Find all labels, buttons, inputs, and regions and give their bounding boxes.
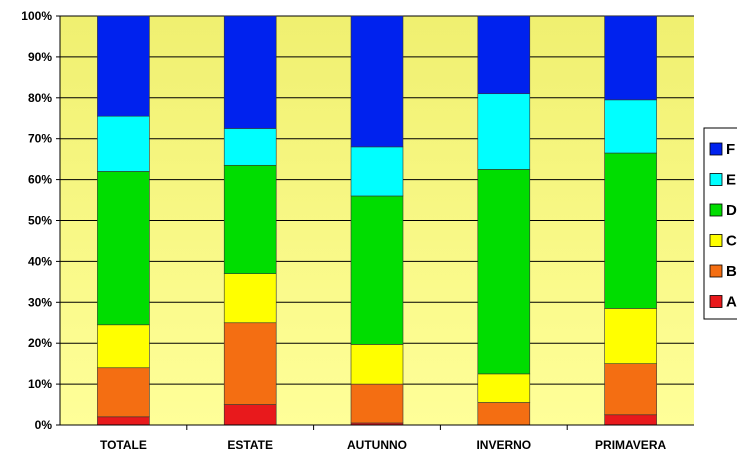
y-tick-label: 50%: [28, 214, 52, 228]
bar-segment-e: [223, 128, 277, 166]
y-tick-label: 90%: [28, 50, 52, 64]
bar-segment-e: [97, 115, 150, 172]
legend-swatch-c: [709, 234, 723, 247]
bar-segment-d: [604, 152, 657, 309]
bar-segment-b: [97, 367, 150, 418]
legend-label-b: B: [726, 263, 737, 280]
legend-label-d: D: [726, 202, 737, 219]
bar-segment-e: [477, 93, 531, 170]
legend-swatch-b: [709, 264, 723, 278]
bar-segment-f: [604, 15, 657, 101]
legend-swatch-a: [709, 295, 723, 308]
y-tick-label: 10%: [28, 377, 52, 391]
x-tick-labels: TOTALE ESTATE AUTUNNO INVERNO PRIMAVERA: [100, 425, 666, 452]
bar-segment-b: [350, 383, 404, 424]
legend-label-e: E: [726, 172, 736, 189]
legend-label-c: C: [726, 233, 737, 250]
y-tick-label: 40%: [28, 254, 52, 268]
bar-segment-e: [350, 146, 404, 197]
bar-segment-d: [477, 169, 531, 375]
bar-segment-c: [604, 308, 657, 364]
legend-swatch-f: [709, 142, 723, 156]
bar-segment-d: [350, 195, 404, 345]
legend-swatch-e: [709, 173, 723, 186]
legend-box: [703, 127, 737, 320]
bar-segment-c: [350, 344, 404, 385]
bar-segment-b: [477, 402, 531, 426]
y-tick-label: 20%: [28, 336, 52, 350]
legend-label-a: A: [726, 294, 737, 311]
bars: [97, 15, 657, 426]
bar-segment-c: [97, 324, 150, 369]
bar-segment-d: [223, 164, 277, 274]
bar-segment-f: [350, 15, 404, 148]
bar-segment-d: [97, 171, 150, 326]
y-tick-label: 70%: [28, 132, 52, 146]
y-tick-label: 80%: [28, 91, 52, 105]
bar-segment-f: [477, 15, 531, 95]
bar-segment-b: [223, 322, 277, 405]
legend-label-f: F: [726, 141, 735, 158]
legend-swatch-d: [709, 203, 723, 217]
y-tick-label: 100%: [21, 9, 52, 23]
bar-segment-a: [223, 404, 277, 426]
x-tick-label: ESTATE: [227, 438, 273, 452]
bar-segment-e: [604, 99, 657, 154]
x-tick-label: INVERNO: [476, 438, 531, 452]
y-tick-label: 0%: [35, 418, 53, 432]
bar-segment-f: [97, 15, 150, 117]
bar-segment-a: [604, 414, 657, 426]
y-tick-label: 30%: [28, 295, 52, 309]
bar-segment-a: [97, 416, 150, 426]
bar-segment-b: [604, 363, 657, 416]
y-tick-labels: 0% 10% 20% 30% 40% 50% 60% 70% 80% 90% 100%: [21, 9, 52, 432]
x-tick-label: TOTALE: [100, 438, 147, 452]
axes: [59, 16, 694, 426]
bar-segment-c: [477, 373, 531, 403]
bar-segment-c: [223, 273, 277, 324]
bar-segment-f: [223, 15, 277, 129]
x-tick-label: PRIMAVERA: [595, 438, 666, 452]
x-tick-label: AUTUNNO: [347, 438, 407, 452]
y-tick-label: 60%: [28, 173, 52, 187]
